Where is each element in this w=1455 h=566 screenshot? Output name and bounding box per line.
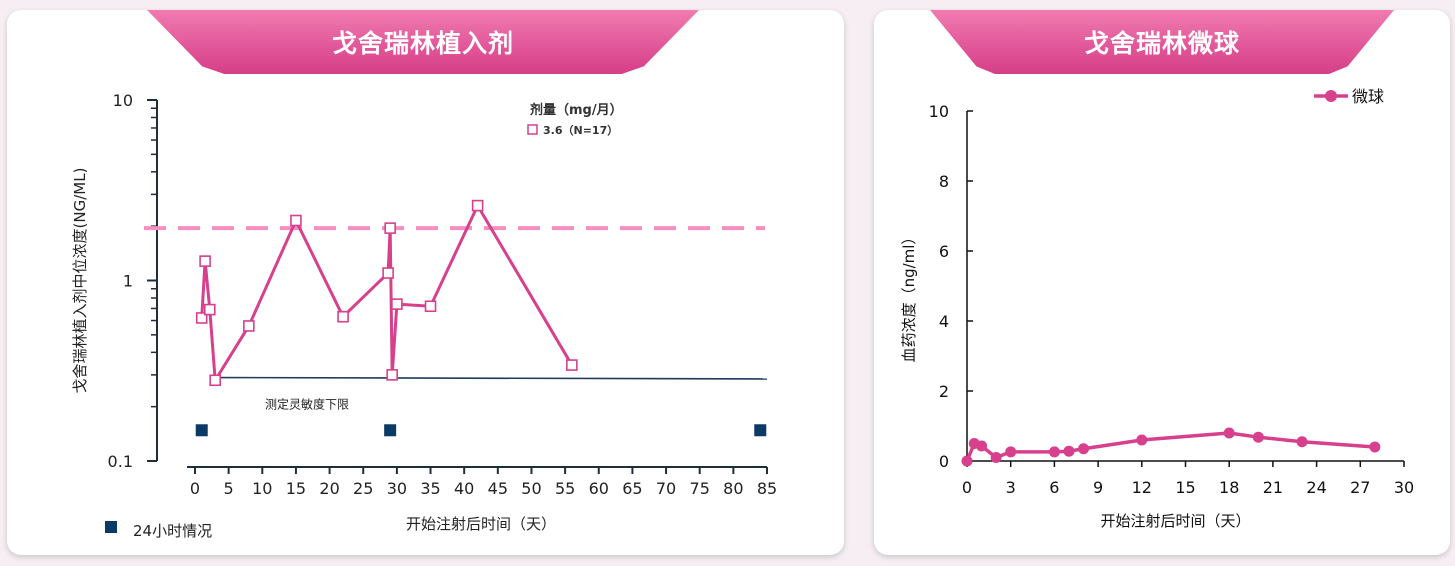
x-tick-label: 3 [1006,478,1016,497]
data-point [471,199,484,212]
implant-chart-panel: 戈舍瑞林植入剂 10 1 0.1 戈舍瑞林植入剂中位浓度(NG/ML) 0 5 10 15 20… [7,10,844,555]
y-tick-label: 2 [939,382,949,401]
data-point [243,320,255,332]
x-tick-label: 80 [723,479,743,498]
marker-24h-legend-swatch [105,521,117,533]
x-tick-label: 50 [521,479,541,498]
data-point [1136,434,1148,446]
y-tick-label: 4 [939,312,949,331]
data-point [290,214,302,227]
x-tick-label: 27 [1350,478,1370,497]
x-tick-label: 15 [286,479,306,498]
y-tick-label: 0 [939,452,949,471]
x-tick-label: 30 [1394,478,1414,497]
data-point [1005,446,1017,458]
y-tick-label: 8 [939,172,949,191]
microsphere-chart-title: 戈舍瑞林微球 [930,10,1394,74]
marker-24h [195,424,208,437]
x-tick-label: 9 [1093,478,1103,497]
x-tick-label: 55 [555,479,575,498]
data-point [337,310,349,323]
y-tick-label: 10 [113,91,133,110]
data-point [391,298,403,310]
implant-chart: 10 1 0.1 戈舍瑞林植入剂中位浓度(NG/ML) 0 5 10 15 20 25 30 35 40… [71,91,777,540]
y-axis-label: 戈舍瑞林植入剂中位浓度(NG/ML) [71,168,89,394]
y-tick-label: 1 [123,272,133,291]
data-point [204,303,216,316]
y-tick-label: 0.1 [108,452,133,471]
marker-24h [754,424,767,437]
x-tick-label: 12 [1132,478,1152,497]
microsphere-chart-panel: 戈舍瑞林微球 0 2 4 6 8 10 血药浓度（ng/ml） 0 3 6 9 12 15 18 21 24 2… [874,10,1450,555]
legend-entry: 3.6（N=17） [543,124,618,137]
legend-entry: 微球 [1352,87,1384,106]
x-tick-label: 21 [1263,478,1283,497]
data-point [990,452,1002,463]
data-point [1296,436,1308,448]
data-point [386,369,398,381]
x-tick-label: 35 [420,479,440,498]
lloq-label: 测定灵敏度下限 [265,397,349,412]
x-tick-label: 20 [319,479,339,498]
x-axis-label: 开始注射后时间（天） [1100,512,1250,530]
data-point [1252,431,1264,443]
y-tick-label: 10 [929,102,949,121]
data-point [199,255,211,267]
x-tick-label: 25 [353,479,373,498]
data-point [1369,441,1381,453]
x-tick-label: 0 [190,479,200,498]
marker-24h [384,424,397,437]
data-point [195,312,208,324]
legend-swatch [527,124,538,135]
legend-marker [1325,90,1337,102]
data-point [209,374,221,387]
x-tick-label: 60 [589,479,609,498]
series-line [965,431,1375,462]
legend-title: 剂量（mg/月） [529,102,623,118]
x-tick-label: 0 [962,478,972,497]
x-tick-label: 5 [224,479,234,498]
y-axis-label: 血药浓度（ng/ml） [900,230,918,363]
lloq-line [215,376,768,380]
x-tick-label: 10 [252,479,272,498]
data-point [424,300,437,313]
data-point [566,359,578,371]
x-tick-label: 30 [387,479,407,498]
x-tick-label: 24 [1306,478,1326,497]
x-tick-label: 40 [454,479,474,498]
data-point [976,440,988,452]
marker-24h-legend-label: 24小时情况 [133,522,212,540]
data-point [1078,443,1090,455]
x-tick-label: 70 [656,479,676,498]
data-point [1223,427,1235,439]
x-tick-label: 75 [690,479,710,498]
x-tick-label: 15 [1175,478,1195,497]
implant-chart-title: 戈舍瑞林植入剂 [147,10,699,74]
data-point [1063,445,1075,457]
x-tick-label: 65 [622,479,642,498]
data-point [961,455,973,467]
data-point [1048,446,1060,458]
x-axis-label: 开始注射后时间（天） [406,515,556,533]
data-point [384,222,396,234]
x-tick-label: 6 [1049,478,1059,497]
x-tick-label: 85 [757,479,777,498]
data-point [382,267,394,279]
x-tick-label: 18 [1219,478,1239,497]
y-tick-label: 6 [939,242,949,261]
x-tick-label: 45 [488,479,508,498]
